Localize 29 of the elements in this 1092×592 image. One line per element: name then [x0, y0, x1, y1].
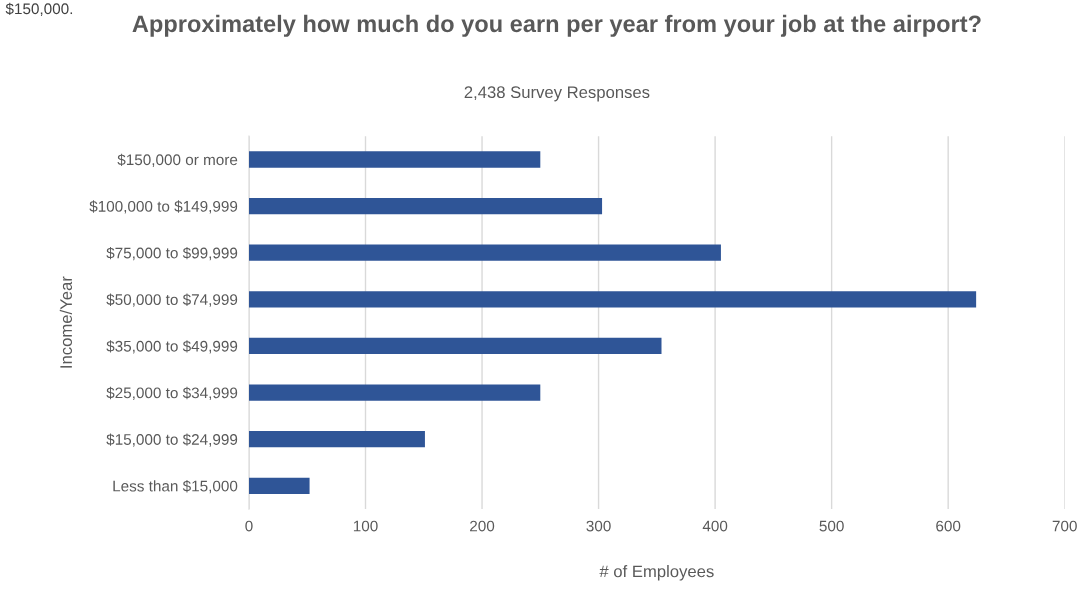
x-tick-label: 0	[245, 520, 253, 532]
y-tick-label: $15,000 to $24,999	[106, 433, 238, 447]
bar	[248, 291, 977, 308]
chart-subtitle: 2,438 Survey Responses	[464, 86, 650, 102]
y-tick-label: $25,000 to $34,999	[106, 386, 238, 401]
y-tick-label: $75,000 to $99,999	[106, 246, 238, 261]
y-tick-label: Less than $15,000	[113, 480, 238, 494]
bar	[248, 477, 310, 494]
x-tick-label: 300	[586, 520, 611, 532]
x-tick-label: 700	[1052, 520, 1077, 532]
bar	[248, 197, 603, 215]
bar	[248, 151, 541, 168]
x-tick-label: 200	[470, 520, 495, 532]
x-tick-label: 400	[702, 520, 728, 532]
x-tick-label: 600	[936, 520, 961, 532]
bar	[248, 244, 721, 261]
y-tick-label: $50,000 to $74,999	[106, 293, 238, 307]
x-tick-label: 100	[353, 520, 378, 532]
y-tick-label: $100,000 to $149,999	[89, 200, 238, 214]
y-tick-label: $35,000 to $49,999	[106, 340, 238, 354]
bar	[248, 384, 541, 401]
bar	[248, 337, 662, 355]
x-axis-title: # of Employees	[599, 565, 714, 581]
bar	[248, 431, 425, 448]
text: $150,000.	[5, 2, 73, 16]
y-tick-label: $150,000 or more	[117, 153, 238, 167]
x-tick-label: 500	[819, 520, 844, 532]
chart-title: Approximately how much do you earn per year from your job at the airport?	[132, 14, 981, 37]
y-axis-title: Income/Year	[59, 276, 73, 368]
